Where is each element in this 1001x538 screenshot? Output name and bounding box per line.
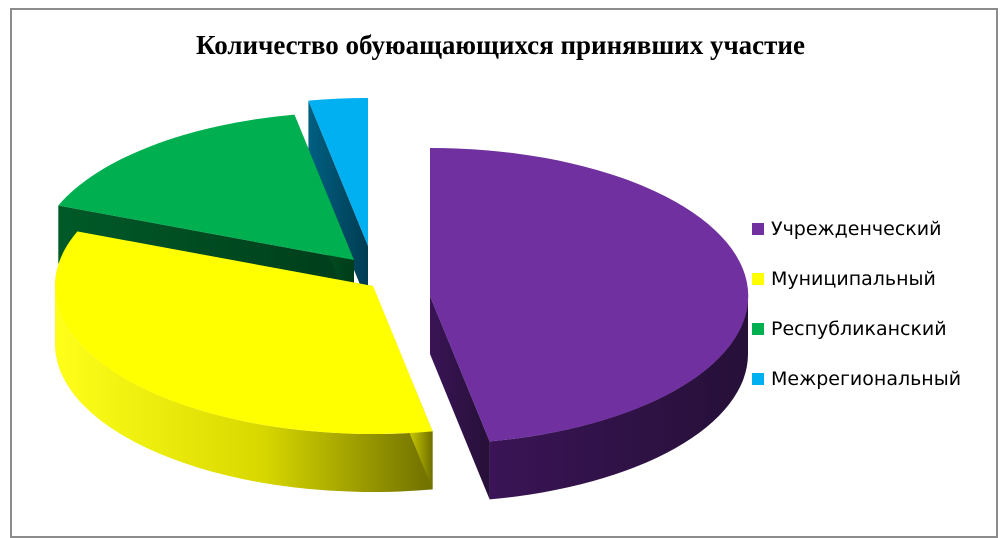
legend-item-municipalnyy: Муниципальный — [752, 266, 961, 292]
legend-label: Межрегиональный — [771, 368, 962, 390]
legend-item-mezhregionalnyy: Межрегиональный — [752, 366, 961, 392]
pie-slice-mezhregionalnyy — [308, 97, 368, 247]
legend-item-uchrezhdencheskiy: Учрежденческий — [752, 216, 961, 242]
pie-slice-side-municipalnyy — [54, 286, 433, 493]
legend-swatch — [752, 273, 764, 285]
legend: Учрежденческий Муниципальный Республикан… — [752, 216, 961, 416]
pie-slice-municipalnyy — [54, 231, 433, 435]
legend-swatch — [752, 323, 764, 335]
legend-swatch — [752, 223, 764, 235]
legend-item-respublikanskiy: Республиканский — [752, 316, 961, 342]
pie-slice-side-uchrezhdencheskiy — [489, 296, 748, 500]
legend-label: Муниципальный — [771, 268, 936, 290]
pie-slice-respublikanskiy — [58, 114, 355, 260]
pie-slice-wall-mezhregionalnyy — [308, 100, 368, 304]
pie-slice-uchrezhdencheskiy — [430, 147, 749, 442]
chart-title: Количество обуюащающихся принявших участ… — [196, 30, 805, 60]
pie-chart — [54, 97, 749, 500]
legend-swatch — [752, 373, 764, 385]
pie-slice-wall-uchrezhdencheskiy — [430, 296, 490, 500]
pie-slice-tops — [54, 97, 749, 442]
legend-label: Учрежденческий — [771, 218, 942, 240]
legend-label: Республиканский — [771, 318, 947, 340]
